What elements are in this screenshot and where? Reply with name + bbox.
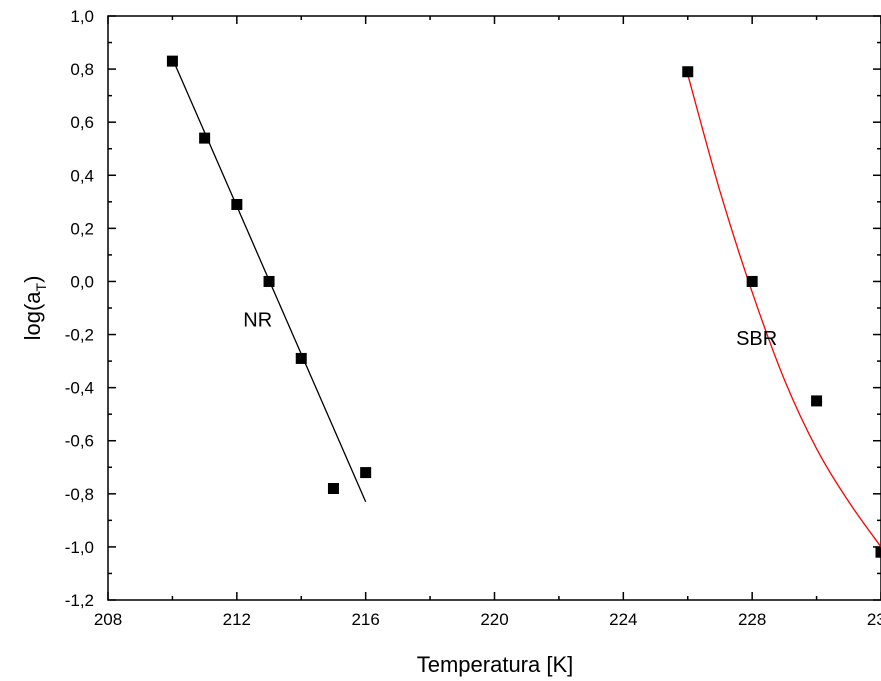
y-tick-label: -1,2 xyxy=(65,591,94,610)
y-tick-label: -0,8 xyxy=(65,485,94,504)
x-tick-label: 224 xyxy=(609,610,637,629)
y-tick-label: -0,6 xyxy=(65,432,94,451)
data-point-sbr xyxy=(746,275,758,287)
data-point-nr xyxy=(295,352,307,364)
x-tick-label: 228 xyxy=(738,610,766,629)
y-tick-label: -0,2 xyxy=(65,326,94,345)
x-tick-label: 216 xyxy=(351,610,379,629)
y-tick-label: 0,4 xyxy=(70,166,94,185)
y-axis-title-subscript: T xyxy=(33,282,49,291)
y-tick-label: -1,0 xyxy=(65,538,94,557)
y-tick-label: 0,6 xyxy=(70,113,94,132)
data-point-nr xyxy=(166,55,178,67)
y-tick-label: 0,0 xyxy=(70,272,94,291)
data-point-nr xyxy=(231,198,243,210)
fit-line-sbr xyxy=(687,74,881,548)
tick-labels: 208 212 216 220 224 228 232 1,0 0,8 0,6 0,4 0,2 0,0 -… xyxy=(65,7,881,629)
y-tick-label: 0,8 xyxy=(70,60,94,79)
x-axis-title: Temperatura [K] xyxy=(417,652,574,677)
data-point-nr xyxy=(327,483,339,495)
data-point-nr xyxy=(360,467,372,479)
data-point-sbr xyxy=(875,546,881,558)
data-point-nr xyxy=(263,275,275,287)
x-tick-label: 232 xyxy=(867,610,881,629)
data-point-nr xyxy=(199,132,211,144)
data-point-sbr xyxy=(682,66,694,78)
y-axis-title: log(aT) xyxy=(20,276,49,341)
x-tick-label: 208 xyxy=(94,610,122,629)
y-tick-label: 0,2 xyxy=(70,219,94,238)
x-tick-label: 212 xyxy=(223,610,251,629)
y-tick-label: -0,4 xyxy=(65,379,94,398)
annotation-nr: NR xyxy=(243,310,272,332)
y-tick-label: 1,0 xyxy=(70,7,94,26)
fit-lines xyxy=(171,58,881,548)
annotations: NR SBR xyxy=(243,310,777,351)
data-points xyxy=(166,55,881,558)
data-point-sbr xyxy=(811,395,823,407)
annotation-sbr: SBR xyxy=(736,328,777,350)
axis-ticks xyxy=(107,15,881,601)
x-tick-label: 220 xyxy=(480,610,508,629)
plot-frame xyxy=(107,15,881,601)
